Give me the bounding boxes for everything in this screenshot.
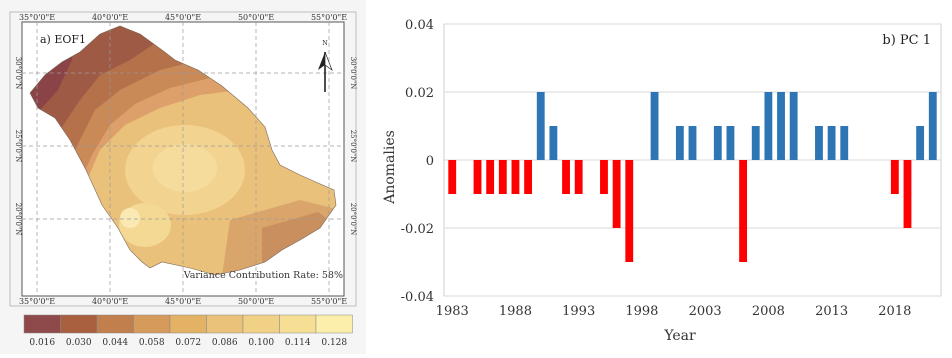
lon-label-top-4: 55°0'0"E xyxy=(311,13,347,22)
bar-2014 xyxy=(840,126,849,160)
x-tick-label: 2013 xyxy=(815,304,848,319)
lon-label-bottom-1: 40°0'0"E xyxy=(92,297,128,306)
lon-label-bottom-4: 55°0'0"E xyxy=(311,297,347,306)
x-tick-label: 1993 xyxy=(562,304,595,319)
colorbar-swatch xyxy=(96,314,134,334)
bar-2001 xyxy=(675,126,684,160)
colorbar-swatch xyxy=(206,314,244,334)
x-tick-label: 2003 xyxy=(689,304,722,319)
map-panel-label: a) EOF1 xyxy=(40,33,86,46)
bar-1989 xyxy=(524,160,533,194)
lon-label-bottom-3: 50°0'0"E xyxy=(238,297,274,306)
lat-label-left-0: 30°0'0"N xyxy=(14,57,22,90)
bar-2010 xyxy=(789,92,798,160)
north-arrow-icon: N xyxy=(318,40,333,92)
colorbar-label: 0.128 xyxy=(321,338,347,348)
bar-1992 xyxy=(562,160,570,194)
bar-1987 xyxy=(498,160,507,194)
eof1-map-panel: 35°0'0"E 40°0'0"E 45°0'0"E 50°0'0"E 55°0… xyxy=(0,0,366,354)
x-tick-label: 2018 xyxy=(878,304,911,319)
lat-label-left-1: 25°0'0"N xyxy=(14,130,22,163)
lat-label-left-2: 20°0'0"N xyxy=(14,203,22,236)
x-axis-label: Year xyxy=(663,328,696,344)
x-tick-label: 1988 xyxy=(499,304,532,319)
lon-label-bottom-0: 35°0'0"E xyxy=(19,297,55,306)
pc1-bars xyxy=(448,92,937,262)
colorbar-label: 0.086 xyxy=(212,338,238,348)
y-axis-label: Anomalies xyxy=(382,130,398,205)
bar-2019 xyxy=(903,160,912,228)
bar-2004 xyxy=(713,126,722,160)
bar-2006 xyxy=(739,160,748,262)
colorbar-swatch xyxy=(60,314,98,334)
variance-contribution-text: Variance Contribution Rate: 58% xyxy=(183,270,343,281)
y-tick-label: 0.04 xyxy=(405,18,434,33)
bar-2005 xyxy=(726,126,735,160)
colorbar-label: 0.058 xyxy=(139,338,165,348)
colorbar-swatch xyxy=(315,314,353,334)
bar-1993 xyxy=(574,160,583,194)
eof1-map: 35°0'0"E 40°0'0"E 45°0'0"E 50°0'0"E 55°0… xyxy=(9,11,357,348)
bar-1997 xyxy=(625,160,634,262)
x-tick-labels: 1983 1988 1993 1998 2003 2008 2013 2018 xyxy=(436,304,912,319)
x-tick-label: 1983 xyxy=(436,304,469,319)
bar-1990 xyxy=(536,92,545,160)
x-tick-label: 2008 xyxy=(752,304,785,319)
bar-2007 xyxy=(751,126,760,160)
bar-1986 xyxy=(486,160,495,194)
eof1-colorbar: 0.016 0.030 0.044 0.058 0.072 0.086 0.100 0.114… xyxy=(23,314,353,348)
colorbar-label: 0.030 xyxy=(66,338,92,348)
colorbar-label: 0.044 xyxy=(102,338,128,348)
colorbar-swatch xyxy=(242,314,280,334)
lon-label-top-3: 50°0'0"E xyxy=(238,13,274,22)
bar-1991 xyxy=(549,126,558,160)
north-label: N xyxy=(322,40,327,47)
bar-2021 xyxy=(928,92,937,160)
y-tick-label: -0.02 xyxy=(401,222,434,237)
bar-1996 xyxy=(612,160,621,228)
y-tick-label: 0.02 xyxy=(405,86,434,101)
pc1-chart-panel: 0.04 0.02 0 -0.02 -0.04 1983 1988 1993 1998 2003… xyxy=(366,0,952,354)
colorbar-swatch xyxy=(169,314,207,334)
colorbar-label: 0.016 xyxy=(29,338,55,348)
colorbar-label: 0.072 xyxy=(175,338,201,348)
y-tick-labels: 0.04 0.02 0 -0.02 -0.04 xyxy=(401,18,434,305)
bar-1985 xyxy=(473,160,482,194)
bar-2012 xyxy=(815,126,823,160)
lon-label-bottom-2: 45°0'0"E xyxy=(165,297,201,306)
lon-label-top-2: 45°0'0"E xyxy=(165,13,201,22)
bar-1999 xyxy=(650,92,659,160)
colorbar-swatch xyxy=(279,314,317,334)
lon-label-top-1: 40°0'0"E xyxy=(92,13,128,22)
lon-label-top-0: 35°0'0"E xyxy=(19,13,55,22)
colorbar-label: 0.100 xyxy=(248,338,274,348)
bar-2013 xyxy=(827,126,836,160)
x-tick-label: 1998 xyxy=(625,304,658,319)
colorbar-label: 0.114 xyxy=(285,338,311,348)
saudi-arabia-outline xyxy=(29,25,337,276)
bar-2009 xyxy=(777,92,785,160)
lat-label-right-1: 25°0'0"N xyxy=(349,130,357,163)
bar-2020 xyxy=(916,126,925,160)
bar-1988 xyxy=(511,160,520,194)
pc1-bar-chart: 0.04 0.02 0 -0.02 -0.04 1983 1988 1993 1998 2003… xyxy=(382,18,942,344)
y-tick-label: 0 xyxy=(426,154,434,169)
colorbar-swatch xyxy=(23,314,61,334)
map-outer-frame xyxy=(9,11,357,307)
chart-title: b) PC 1 xyxy=(882,33,931,48)
bar-2008 xyxy=(764,92,773,160)
bar-1983 xyxy=(448,160,457,194)
y-tick-label: -0.04 xyxy=(401,290,434,305)
lat-label-right-2: 20°0'0"N xyxy=(349,203,357,236)
bar-2018 xyxy=(890,160,899,194)
colorbar-swatch xyxy=(133,314,171,334)
bar-2002 xyxy=(688,126,697,160)
bar-1995 xyxy=(600,160,608,194)
lat-label-right-0: 30°0'0"N xyxy=(349,57,357,90)
